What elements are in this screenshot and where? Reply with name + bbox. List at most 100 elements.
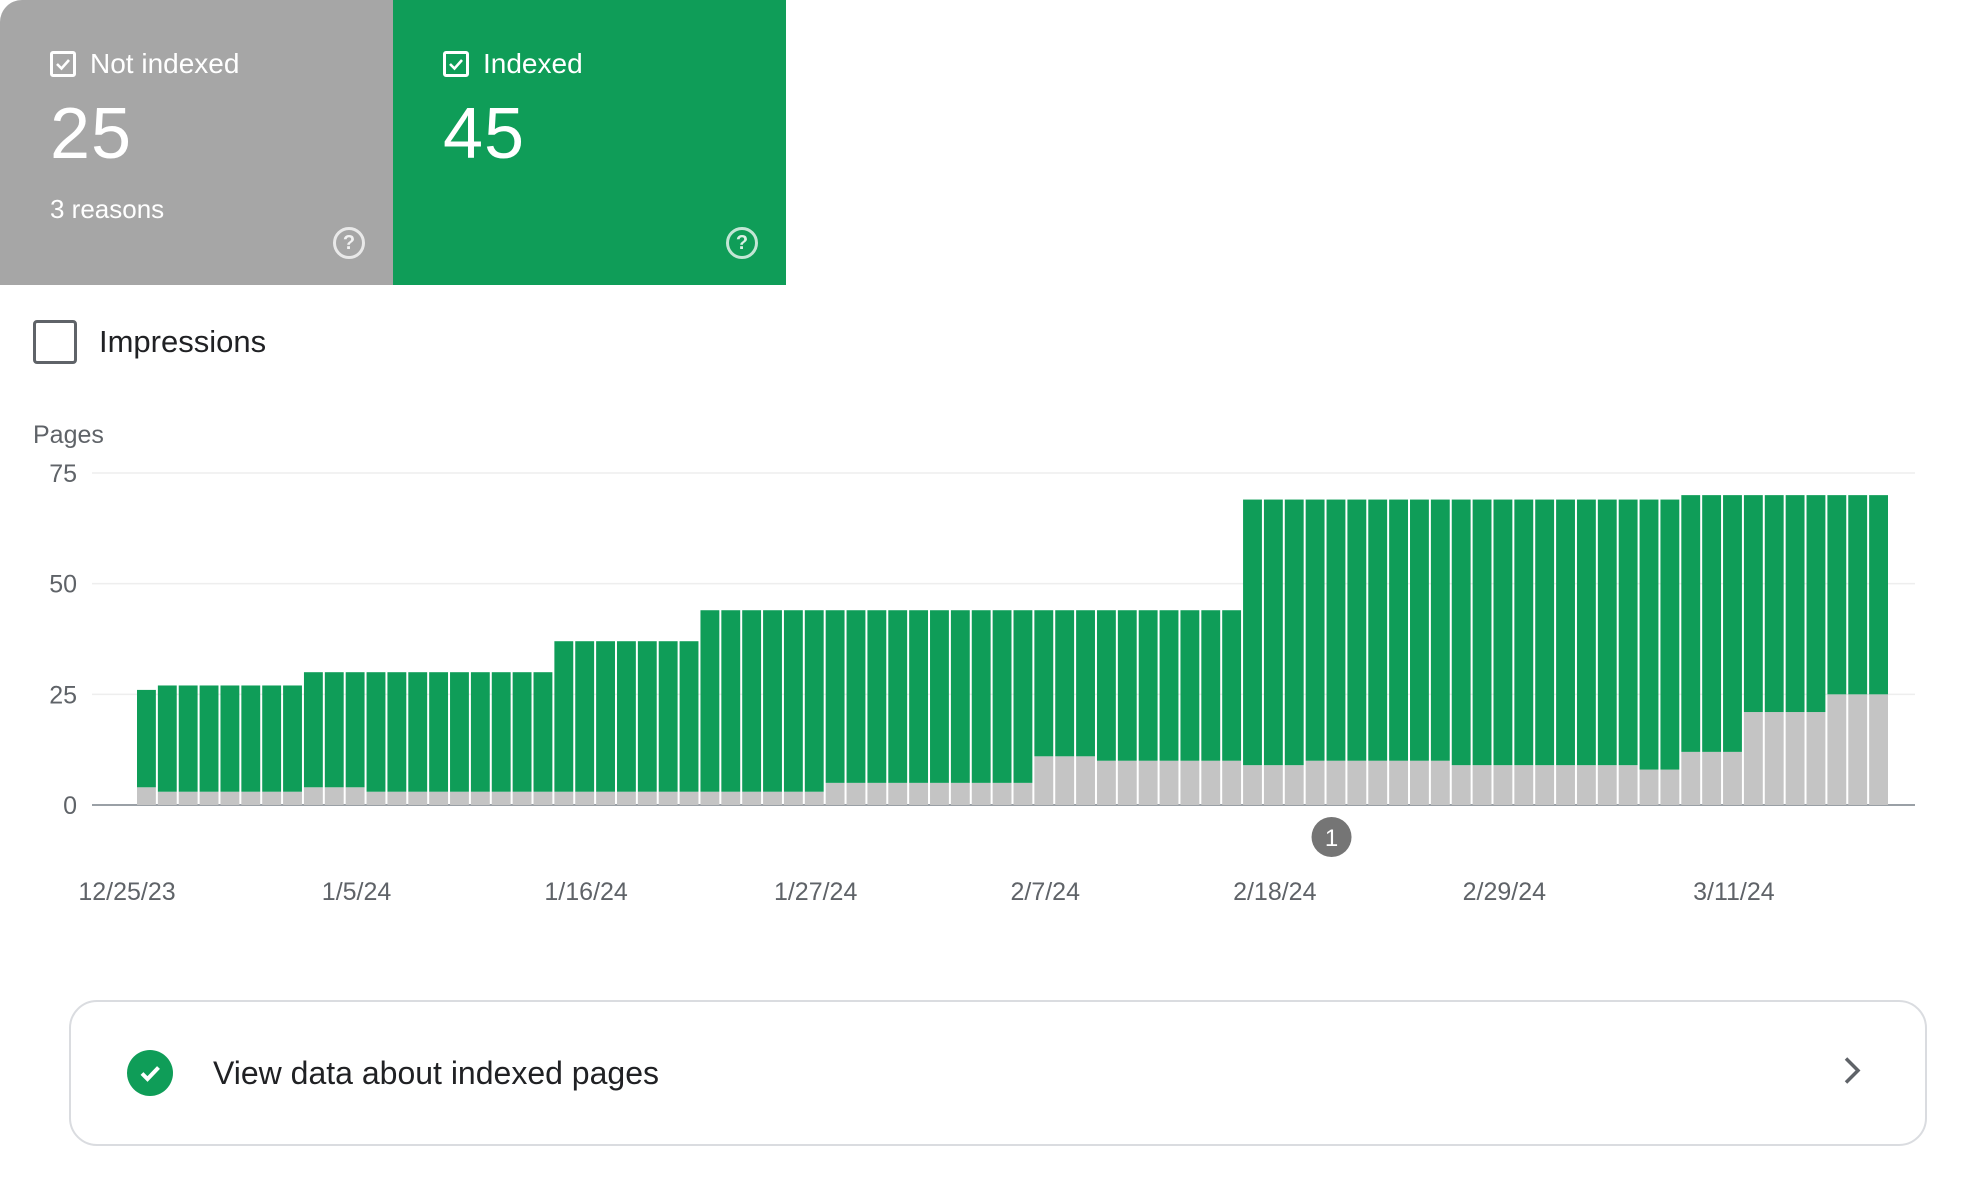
bar-not-indexed[interactable] xyxy=(721,791,741,805)
bar-indexed[interactable] xyxy=(658,641,678,792)
bar-not-indexed[interactable] xyxy=(1702,751,1722,805)
annotation-marker-circle[interactable] xyxy=(1311,817,1352,857)
bar-indexed[interactable] xyxy=(1681,495,1701,752)
bar-indexed[interactable] xyxy=(1013,610,1033,783)
bar-not-indexed[interactable] xyxy=(1138,760,1158,805)
bar-not-indexed[interactable] xyxy=(1848,694,1868,805)
bar-not-indexed[interactable] xyxy=(512,791,532,805)
bar-indexed[interactable] xyxy=(1222,610,1242,761)
bar-not-indexed[interactable] xyxy=(1723,751,1742,805)
bar-not-indexed[interactable] xyxy=(178,791,198,805)
indexed-card[interactable]: Indexed 45 ? xyxy=(393,0,786,285)
bar-indexed[interactable] xyxy=(345,672,365,788)
bar-not-indexed[interactable] xyxy=(1514,765,1534,805)
bar-indexed[interactable] xyxy=(596,641,615,792)
bar-indexed[interactable] xyxy=(1389,499,1409,761)
bar-not-indexed[interactable] xyxy=(575,791,595,805)
bar-not-indexed[interactable] xyxy=(366,791,386,805)
bar-not-indexed[interactable] xyxy=(846,782,866,805)
bar-not-indexed[interactable] xyxy=(616,791,636,805)
help-icon[interactable]: ? xyxy=(333,227,365,259)
bar-indexed[interactable] xyxy=(533,672,553,792)
bar-indexed[interactable] xyxy=(450,672,469,792)
bar-indexed[interactable] xyxy=(1869,495,1888,695)
bar-not-indexed[interactable] xyxy=(742,791,762,805)
bar-not-indexed[interactable] xyxy=(1117,760,1137,805)
bar-indexed[interactable] xyxy=(992,610,1012,783)
bar-indexed[interactable] xyxy=(1597,499,1617,766)
bar-not-indexed[interactable] xyxy=(1451,765,1471,805)
bar-indexed[interactable] xyxy=(804,610,824,792)
bar-not-indexed[interactable] xyxy=(1263,765,1283,805)
bar-indexed[interactable] xyxy=(554,641,574,792)
bar-not-indexed[interactable] xyxy=(1201,760,1221,805)
bar-not-indexed[interactable] xyxy=(1576,765,1596,805)
bar-not-indexed[interactable] xyxy=(1389,760,1409,805)
bar-indexed[interactable] xyxy=(1576,499,1596,766)
bar-not-indexed[interactable] xyxy=(1827,694,1847,805)
bar-indexed[interactable] xyxy=(1138,610,1158,761)
bar-indexed[interactable] xyxy=(1556,499,1575,766)
help-icon[interactable]: ? xyxy=(726,227,758,259)
bar-not-indexed[interactable] xyxy=(1869,694,1888,805)
bar-not-indexed[interactable] xyxy=(1556,765,1575,805)
bar-not-indexed[interactable] xyxy=(1681,751,1701,805)
bar-not-indexed[interactable] xyxy=(1618,765,1638,805)
bar-indexed[interactable] xyxy=(1076,610,1095,757)
bar-not-indexed[interactable] xyxy=(491,791,511,805)
bar-indexed[interactable] xyxy=(512,672,532,792)
bar-indexed[interactable] xyxy=(1785,495,1805,713)
bar-not-indexed[interactable] xyxy=(1034,756,1054,805)
bar-not-indexed[interactable] xyxy=(157,791,177,805)
bar-not-indexed[interactable] xyxy=(283,791,302,805)
bar-not-indexed[interactable] xyxy=(1660,769,1680,805)
bar-not-indexed[interactable] xyxy=(533,791,553,805)
bar-not-indexed[interactable] xyxy=(971,782,991,805)
bar-not-indexed[interactable] xyxy=(1284,765,1304,805)
bar-not-indexed[interactable] xyxy=(241,791,261,805)
bar-indexed[interactable] xyxy=(742,610,762,792)
checkbox-unchecked-icon[interactable] xyxy=(33,320,77,364)
bar-indexed[interactable] xyxy=(763,610,782,792)
bar-indexed[interactable] xyxy=(1243,499,1262,766)
bar-not-indexed[interactable] xyxy=(429,791,449,805)
bar-indexed[interactable] xyxy=(1451,499,1471,766)
bar-indexed[interactable] xyxy=(867,610,887,783)
bar-indexed[interactable] xyxy=(1723,495,1742,752)
bar-not-indexed[interactable] xyxy=(137,787,156,805)
bar-indexed[interactable] xyxy=(1117,610,1137,761)
bar-not-indexed[interactable] xyxy=(930,782,949,805)
bar-indexed[interactable] xyxy=(387,672,407,792)
bar-indexed[interactable] xyxy=(637,641,657,792)
annotation-marker[interactable]: 1 xyxy=(1311,817,1352,857)
bar-not-indexed[interactable] xyxy=(888,782,908,805)
bar-indexed[interactable] xyxy=(616,641,636,792)
bar-indexed[interactable] xyxy=(1535,499,1555,766)
bar-indexed[interactable] xyxy=(1180,610,1200,761)
bar-indexed[interactable] xyxy=(1263,499,1283,766)
bar-not-indexed[interactable] xyxy=(1347,760,1367,805)
bar-indexed[interactable] xyxy=(1326,499,1346,761)
bar-indexed[interactable] xyxy=(1096,610,1116,761)
bar-indexed[interactable] xyxy=(491,672,511,792)
bar-indexed[interactable] xyxy=(700,610,720,792)
bar-not-indexed[interactable] xyxy=(345,787,365,805)
bar-indexed[interactable] xyxy=(1410,499,1429,761)
bar-not-indexed[interactable] xyxy=(1430,760,1450,805)
checkbox-checked-icon[interactable] xyxy=(50,51,76,77)
bar-not-indexed[interactable] xyxy=(220,791,240,805)
bar-not-indexed[interactable] xyxy=(700,791,720,805)
bar-not-indexed[interactable] xyxy=(1326,760,1346,805)
bar-indexed[interactable] xyxy=(1034,610,1054,757)
bar-not-indexed[interactable] xyxy=(1243,765,1262,805)
bar-not-indexed[interactable] xyxy=(554,791,574,805)
bar-not-indexed[interactable] xyxy=(324,787,344,805)
bar-not-indexed[interactable] xyxy=(596,791,615,805)
bar-not-indexed[interactable] xyxy=(804,791,824,805)
bar-not-indexed[interactable] xyxy=(1764,712,1784,805)
bar-not-indexed[interactable] xyxy=(763,791,782,805)
bar-indexed[interactable] xyxy=(241,685,261,792)
bar-indexed[interactable] xyxy=(429,672,449,792)
bar-indexed[interactable] xyxy=(283,685,302,792)
bar-indexed[interactable] xyxy=(262,685,282,792)
